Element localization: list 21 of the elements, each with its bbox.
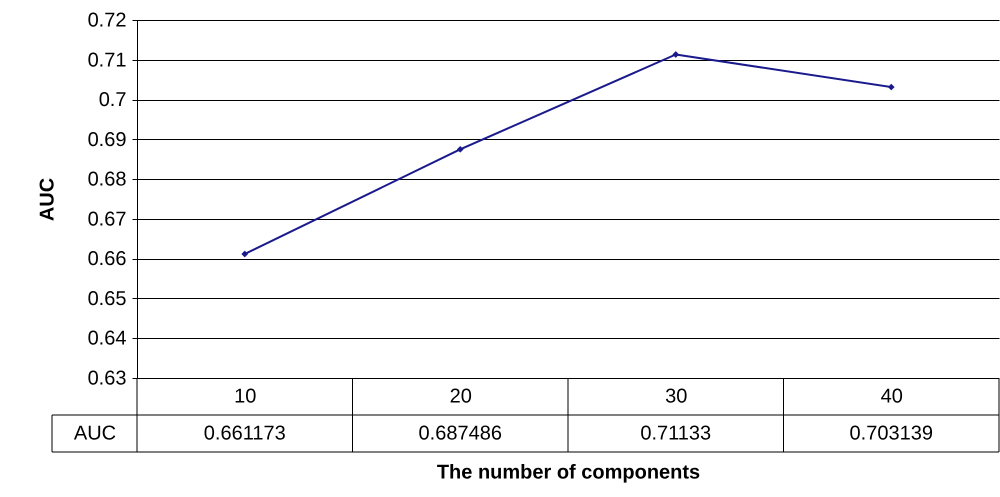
data-label: 0.71133 [640,422,712,444]
data-label: 0.661173 [204,422,286,444]
x-tick-label: 40 [880,386,903,408]
x-axis-title: The number of components [436,462,700,484]
y-tick-label: 0.63 [88,368,126,390]
y-tick-label: 0.65 [88,288,126,310]
y-tick-label: 0.68 [88,168,126,191]
y-tick-label: 0.71 [88,49,126,72]
x-tick-label: 10 [234,386,256,408]
y-tick-label: 0.64 [88,328,126,350]
y-tick-label: 0.7 [98,89,126,112]
data-label: 0.687486 [418,422,502,444]
y-tick-label: 0.66 [88,248,126,270]
data-label: 0.703139 [850,422,933,444]
y-tick-label: 0.67 [88,208,126,230]
y-tick-label: 0.69 [88,128,126,151]
y-tick-label: 0.72 [88,10,126,32]
x-tick-label: 20 [450,386,472,408]
x-tick-label: 30 [665,386,688,408]
text: AUC [74,422,116,444]
y-axis-title: AUC [36,178,59,222]
